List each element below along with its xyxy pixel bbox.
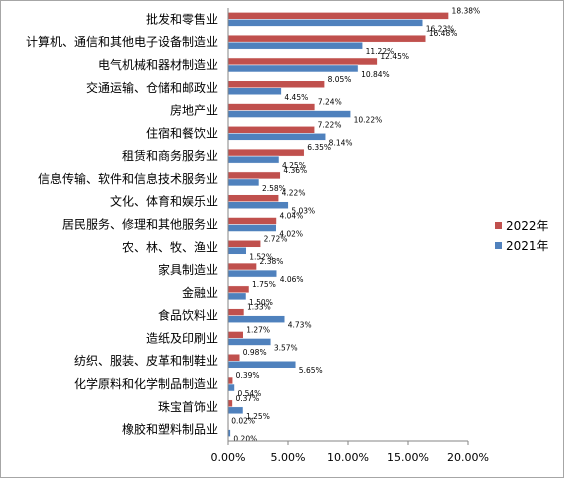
category-label: 农、林、牧、渔业 [122,240,218,254]
bar-2021 [228,225,276,232]
bar-2021 [228,42,363,49]
data-label: 12.45% [380,52,409,61]
category-label: 食品饮料业 [158,308,218,323]
data-label: 2.38% [260,257,284,266]
x-tick-label: 20.00% [447,451,489,464]
bar-2022 [228,149,304,156]
data-label: 4.04% [279,212,303,221]
category-label: 住宿和餐饮业 [146,125,218,140]
bar-2022 [228,218,276,225]
bar-2022 [228,58,377,65]
category-label: 化学原料和化学制品制造业 [74,376,218,391]
bar-2022 [228,377,233,384]
category-label: 珠宝首饰业 [158,400,218,414]
data-label: 0.98% [243,348,267,357]
bar-2021 [228,156,279,163]
data-label: 7.22% [318,120,342,129]
bar-2021 [228,361,296,368]
bar-2021 [228,202,288,209]
x-tick-label: 10.00% [327,451,369,464]
category-label: 金融业 [182,285,218,300]
legend-swatch [495,222,502,229]
bar-2022 [228,263,257,270]
bar-2022 [228,240,261,247]
category-label: 纺织、服装、皮革和制鞋业 [74,353,218,368]
legend-label: 2021年 [506,239,549,253]
bar-2022 [228,81,325,88]
data-label: 4.45% [284,93,308,102]
data-label: 2.72% [264,234,288,243]
bar-2022 [228,286,249,293]
bar-2021 [228,247,246,254]
bar-2022 [228,126,315,133]
legend: 2022年 2021年 [495,219,549,253]
data-label: 8.05% [328,75,352,84]
bar-2022 [228,172,280,179]
legend-swatch [495,242,502,249]
bar-2021 [228,179,259,186]
category-label: 信息传输、软件和信息技术服务业 [38,171,218,186]
bar-2021 [228,19,423,26]
category-label: 橡胶和塑料制品业 [122,422,218,437]
data-label: 1.27% [246,325,270,334]
category-label: 居民服务、修理和其他服务业 [62,217,218,232]
data-label: 4.36% [283,166,307,175]
data-label: 10.84% [361,70,390,79]
category-label: 家具制造业 [158,262,218,277]
bar-2022 [228,35,426,42]
bar-2021 [228,111,351,118]
data-label: 3.57% [274,343,298,352]
data-label: 0.39% [236,371,260,380]
category-label: 租赁和商务服务业 [122,148,218,163]
category-label: 房地产业 [170,103,218,118]
bar-2021 [228,338,271,345]
data-label: 6.35% [307,143,331,152]
category-label: 交通运输、仓储和邮政业 [86,80,218,95]
data-label: 16.48% [429,29,458,38]
category-label: 文化、体育和娱乐业 [110,194,218,209]
bar-2021 [228,270,277,277]
bar-2022 [228,331,243,338]
bar-2022 [228,400,232,407]
data-label: 5.65% [299,366,323,375]
legend-label: 2022年 [506,219,549,233]
data-label: 4.73% [288,321,312,330]
bar-2021 [228,407,243,414]
category-label: 造纸及印刷业 [146,331,218,345]
data-label: 1.33% [247,303,271,312]
data-label: 8.14% [329,138,353,147]
category-label: 计算机、通信和其他电子设备制造业 [26,34,218,49]
x-tick-label: 5.00% [271,451,306,464]
x-tick-label: 15.00% [387,451,429,464]
bar-2021 [228,65,358,72]
bar-2022 [228,354,240,361]
bar-2022 [228,12,449,19]
data-label: 18.38% [452,6,481,15]
data-label: 1.75% [252,280,276,289]
data-label: 10.22% [354,116,383,125]
x-tick-label: 0.00% [211,451,246,464]
bar-2021 [228,133,326,140]
category-label: 电气机械和器材制造业 [98,57,218,72]
data-label: 4.22% [282,189,306,198]
bar-2021 [228,293,246,300]
bar-2021 [228,384,234,391]
data-label: 0.20% [233,435,257,444]
bar-2022 [228,104,315,111]
data-label: 7.24% [318,98,342,107]
data-label: 0.37% [235,394,259,403]
bar-2021 [228,88,281,95]
bar-2021 [228,316,285,323]
category-label: 批发和零售业 [146,11,218,26]
bar-2022 [228,195,279,202]
data-label: 0.02% [231,417,255,426]
data-label: 4.06% [280,275,304,284]
bar-2022 [228,309,244,316]
